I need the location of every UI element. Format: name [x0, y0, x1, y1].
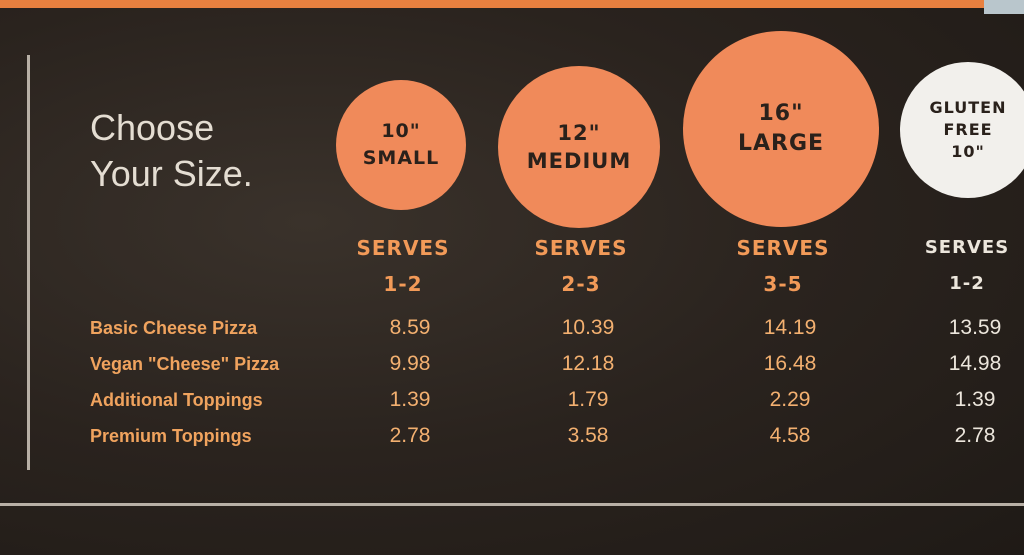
horizontal-divider: [0, 503, 1024, 506]
title-line-1: Choose: [90, 107, 215, 148]
price-cell: 1.39: [954, 388, 996, 411]
background-corner: [984, 0, 1024, 14]
serves-label: SERVES: [924, 237, 1010, 258]
size-circle-small: 10" SMALL: [336, 80, 466, 210]
section-title: Choose Your Size.: [90, 105, 253, 197]
serves-range: 1-2: [383, 272, 423, 296]
price-cell: 2.29: [769, 388, 811, 411]
price-cell: 2.78: [389, 424, 431, 447]
price-cell: 16.48: [763, 352, 817, 375]
vertical-divider: [27, 55, 30, 470]
price-cell: 14.19: [763, 316, 817, 339]
price-cell: 10.39: [561, 316, 615, 339]
size-name: MEDIUM: [526, 149, 632, 173]
price-cell: 2.78: [954, 424, 996, 447]
price-cell: 1.79: [567, 388, 609, 411]
serves-medium: SERVES 2-3: [511, 230, 651, 302]
price-cell: 14.98: [948, 352, 1002, 375]
size-circle-large: 16" LARGE: [683, 31, 879, 227]
size-name: LARGE: [737, 131, 825, 156]
price-cell: 8.59: [389, 316, 431, 339]
size-line: 10": [951, 142, 985, 161]
serves-label: SERVES: [356, 236, 450, 260]
price-cell: 3.58: [567, 424, 609, 447]
price-cell: 13.59: [948, 316, 1002, 339]
top-orange-strip: [0, 0, 990, 8]
serves-label: SERVES: [736, 236, 830, 260]
serves-label: SERVES: [534, 236, 628, 260]
size-circle-medium: 12" MEDIUM: [498, 66, 660, 228]
serves-range: 3-5: [763, 272, 803, 296]
serves-range: 2-3: [561, 272, 601, 296]
size-circle-gluten-free: GLUTEN FREE 10": [900, 62, 1024, 198]
serves-small: SERVES 1-2: [333, 230, 473, 302]
price-cell: 12.18: [561, 352, 615, 375]
price-cell: 1.39: [389, 388, 431, 411]
serves-range: 1-2: [949, 273, 985, 294]
row-label: Additional Toppings: [90, 390, 263, 410]
size-inch: 16": [758, 101, 804, 126]
size-name: SMALL: [362, 147, 440, 169]
serves-gluten-free: SERVES 1-2: [897, 230, 1024, 302]
size-line: GLUTEN: [929, 98, 1007, 117]
row-label: Basic Cheese Pizza: [90, 318, 258, 338]
size-line: FREE: [943, 120, 993, 139]
price-cell: 9.98: [389, 352, 431, 375]
size-inch: 10": [381, 120, 421, 142]
serves-large: SERVES 3-5: [713, 230, 853, 302]
size-inch: 12": [557, 121, 601, 145]
row-label: Premium Toppings: [90, 426, 252, 446]
title-line-2: Your Size.: [90, 153, 253, 194]
row-label: Vegan "Cheese" Pizza: [90, 354, 280, 374]
price-cell: 4.58: [769, 424, 811, 447]
